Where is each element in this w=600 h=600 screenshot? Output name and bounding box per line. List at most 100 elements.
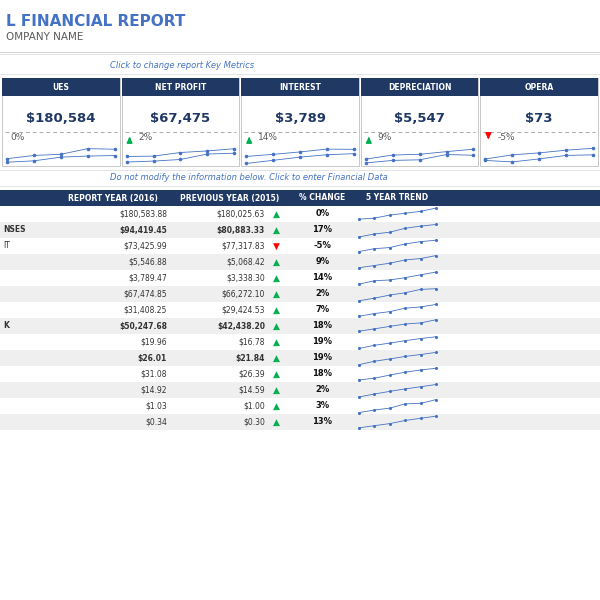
Point (469, 145, 478, 154)
Point (535, 148, 544, 158)
Text: $5,546.88: $5,546.88 (128, 257, 167, 266)
Text: $0.34: $0.34 (145, 418, 167, 427)
Text: $16.78: $16.78 (239, 337, 265, 346)
Point (415, 149, 424, 159)
Text: 19%: 19% (313, 337, 332, 346)
Point (431, 251, 441, 260)
Bar (0, 238, 600, 254)
Point (431, 347, 441, 357)
Point (2, 157, 12, 167)
Point (508, 150, 517, 160)
Point (416, 365, 425, 375)
Point (349, 145, 359, 154)
Text: 0%: 0% (316, 209, 329, 218)
Point (370, 261, 379, 271)
Text: L FINANCIAL REPORT: L FINANCIAL REPORT (6, 14, 185, 29)
Point (110, 151, 119, 160)
Point (535, 154, 544, 164)
Bar (241, 78, 359, 96)
Text: $73,425.99: $73,425.99 (124, 241, 167, 251)
Text: OMPANY NAME: OMPANY NAME (6, 32, 83, 42)
Bar (0, 286, 600, 302)
Point (431, 364, 441, 373)
Text: 2%: 2% (316, 289, 329, 298)
Text: Do not modify the information below. Click to enter Financial Data: Do not modify the information below. Cli… (110, 173, 388, 182)
Point (29, 151, 38, 160)
Point (400, 288, 410, 298)
Text: $26.39: $26.39 (238, 370, 265, 379)
Point (400, 319, 410, 329)
Point (268, 149, 278, 159)
Point (400, 255, 410, 265)
Text: $50,247.68: $50,247.68 (119, 322, 167, 331)
Text: $21.84: $21.84 (236, 353, 265, 362)
Text: ▲: ▲ (272, 209, 280, 218)
Point (361, 158, 371, 168)
Point (202, 149, 212, 159)
Point (354, 280, 364, 289)
Point (202, 146, 212, 156)
Text: OPERA: OPERA (524, 82, 554, 91)
Point (385, 210, 395, 220)
Point (385, 275, 395, 285)
Point (431, 267, 441, 277)
Point (349, 149, 359, 158)
Point (370, 276, 379, 286)
Text: 14%: 14% (313, 274, 332, 283)
Bar (0, 366, 600, 382)
Text: $31.08: $31.08 (140, 370, 167, 379)
Point (322, 145, 332, 154)
Text: ▲: ▲ (272, 226, 280, 235)
Text: DEPRECIATION: DEPRECIATION (388, 82, 451, 91)
Bar (122, 78, 239, 96)
Bar (0, 318, 600, 334)
Text: Click to change report Key Metrics: Click to change report Key Metrics (110, 61, 254, 70)
Point (469, 151, 478, 160)
Point (416, 350, 425, 359)
Text: $180,025.63: $180,025.63 (217, 209, 265, 218)
Point (400, 208, 410, 218)
Text: INTEREST: INTEREST (279, 82, 321, 91)
Text: $73: $73 (526, 112, 553, 125)
Text: ▲: ▲ (272, 337, 280, 346)
Point (354, 408, 364, 418)
Point (354, 375, 364, 385)
Text: K: K (3, 322, 9, 331)
Point (400, 336, 410, 346)
Point (354, 326, 364, 336)
Point (149, 151, 158, 161)
Point (370, 356, 379, 366)
Point (385, 370, 395, 380)
Text: $94,419.45: $94,419.45 (119, 226, 167, 235)
Point (370, 309, 379, 319)
Point (354, 360, 364, 370)
Point (370, 324, 379, 334)
Bar (122, 78, 239, 166)
Point (562, 151, 571, 160)
Text: $77,317.83: $77,317.83 (221, 241, 265, 251)
Text: NET PROFIT: NET PROFIT (155, 82, 206, 91)
Point (354, 214, 364, 224)
Point (431, 412, 441, 421)
Text: 7%: 7% (316, 305, 329, 314)
Text: $19.96: $19.96 (140, 337, 167, 346)
Text: $5,068.42: $5,068.42 (226, 257, 265, 266)
Point (122, 152, 131, 161)
Text: $0.30: $0.30 (243, 418, 265, 427)
Point (481, 155, 490, 165)
Point (508, 157, 517, 167)
Text: $5,547: $5,547 (394, 112, 445, 125)
Text: -5%: -5% (497, 133, 515, 142)
Point (370, 340, 379, 350)
Point (400, 304, 410, 313)
Point (416, 318, 425, 328)
Text: $180,583.88: $180,583.88 (119, 209, 167, 218)
Point (400, 273, 410, 283)
Bar (0, 350, 600, 366)
Point (562, 145, 571, 155)
Text: -5%: -5% (314, 241, 331, 251)
Text: $42,438.20: $42,438.20 (217, 322, 265, 331)
Text: 2%: 2% (139, 133, 153, 142)
Bar (0, 414, 600, 430)
Text: $14.59: $14.59 (238, 385, 265, 395)
